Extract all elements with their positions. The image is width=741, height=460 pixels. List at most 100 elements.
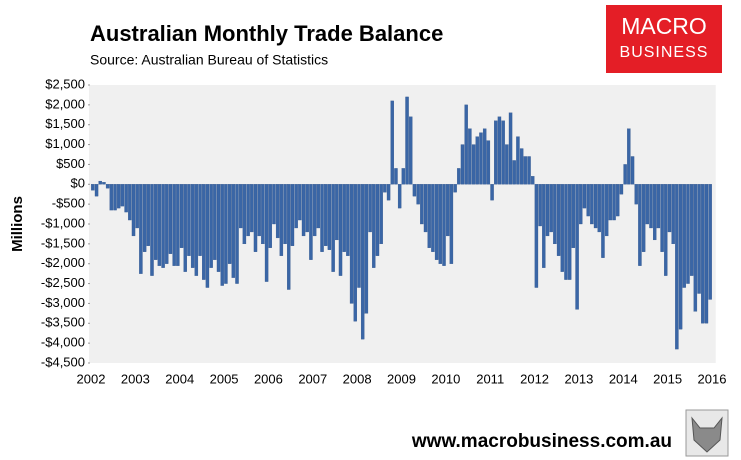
bar <box>630 156 635 185</box>
bar <box>128 184 132 221</box>
bar <box>290 184 295 246</box>
bar <box>523 156 528 185</box>
bar <box>187 184 191 256</box>
bar <box>305 184 309 233</box>
bar <box>597 184 601 233</box>
bar <box>287 184 291 290</box>
logo-box <box>606 5 722 73</box>
bar <box>360 184 365 340</box>
bar <box>638 184 642 266</box>
bar <box>397 184 402 209</box>
bar <box>697 184 701 294</box>
bar <box>623 164 627 185</box>
bar <box>416 184 420 205</box>
y-tick-label: $0 <box>71 176 85 191</box>
logo-bottom: BUSINESS <box>620 44 709 61</box>
bar <box>264 184 269 282</box>
bar <box>494 120 498 185</box>
bar <box>656 184 661 229</box>
bar <box>142 184 147 252</box>
bar <box>139 184 143 274</box>
bar <box>560 184 564 272</box>
bar <box>150 184 154 276</box>
bar <box>390 100 394 185</box>
bar <box>616 184 620 217</box>
x-tick-label: 2007 <box>298 371 327 386</box>
bar <box>220 184 224 286</box>
bar <box>527 156 531 185</box>
x-tick-label: 2008 <box>343 371 372 386</box>
bar <box>678 184 683 330</box>
bar <box>438 184 443 264</box>
bar <box>335 184 339 241</box>
x-tick-label: 2013 <box>564 371 593 386</box>
bar <box>505 144 509 185</box>
bar <box>257 184 261 237</box>
bar <box>316 184 321 229</box>
bar <box>582 184 587 209</box>
bar <box>261 184 265 245</box>
bar <box>91 184 95 191</box>
bar <box>205 184 210 288</box>
bar <box>686 184 690 284</box>
bar <box>671 184 675 245</box>
wolf-icon <box>685 409 729 457</box>
bar <box>338 184 343 276</box>
bar <box>627 128 631 185</box>
bar <box>423 184 428 233</box>
bar <box>545 184 550 237</box>
bar <box>379 184 383 245</box>
bar <box>434 184 439 260</box>
bar <box>161 184 165 268</box>
bar <box>579 184 583 225</box>
bar <box>383 184 387 193</box>
bar <box>198 184 202 256</box>
bar <box>575 184 579 310</box>
bar <box>497 116 502 185</box>
bar <box>131 184 136 237</box>
bar <box>401 168 406 185</box>
y-tick-label: $500 <box>56 156 85 171</box>
bar <box>324 184 328 246</box>
bar <box>246 184 250 237</box>
y-tick-label: $1,000 <box>45 136 85 151</box>
x-tick-label: 2006 <box>254 371 283 386</box>
y-tick-label: -$3,500 <box>41 315 85 330</box>
bar <box>346 184 350 256</box>
bar <box>475 136 479 185</box>
bar <box>176 184 180 266</box>
bar <box>512 160 516 185</box>
chart-title: Australian Monthly Trade Balance <box>90 21 443 46</box>
bar <box>442 184 446 266</box>
bar <box>701 184 705 324</box>
footer-url: www.macrobusiness.com.au <box>411 431 672 452</box>
bar <box>409 116 413 185</box>
bar <box>135 184 139 229</box>
bar <box>420 184 424 225</box>
x-tick-label: 2014 <box>609 371 638 386</box>
bar <box>412 184 417 197</box>
bar <box>471 144 476 185</box>
bar <box>235 184 239 284</box>
bar <box>172 184 176 266</box>
bar <box>242 184 247 245</box>
bar <box>634 184 638 205</box>
bar <box>542 184 546 268</box>
bar <box>202 184 206 280</box>
bar <box>675 184 679 350</box>
bar <box>331 184 335 272</box>
bar <box>586 184 590 217</box>
bar <box>272 184 276 225</box>
bar <box>549 184 553 233</box>
bar <box>653 184 657 241</box>
bar <box>619 184 624 195</box>
x-tick-label: 2004 <box>165 371 194 386</box>
bar <box>268 184 272 248</box>
bar <box>386 184 391 201</box>
y-axis-label: Millions <box>9 196 26 252</box>
x-tick-label: 2005 <box>210 371 239 386</box>
bar <box>516 136 520 185</box>
bar <box>320 184 324 252</box>
bar <box>479 132 483 185</box>
